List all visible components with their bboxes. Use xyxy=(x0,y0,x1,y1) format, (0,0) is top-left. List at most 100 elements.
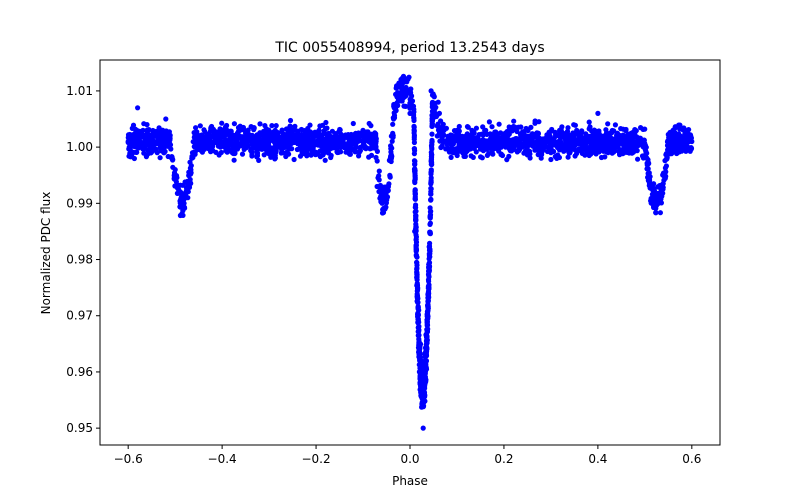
data-point xyxy=(332,140,338,146)
data-point xyxy=(353,132,359,138)
data-point xyxy=(212,135,218,141)
data-point xyxy=(663,152,669,158)
data-point xyxy=(578,145,584,152)
data-point xyxy=(654,195,660,201)
data-point xyxy=(605,121,611,127)
data-point xyxy=(374,148,380,154)
data-point xyxy=(428,159,434,165)
data-point xyxy=(428,208,434,214)
data-point xyxy=(414,259,420,265)
data-point xyxy=(642,126,648,132)
data-point xyxy=(155,139,161,145)
data-point xyxy=(422,370,428,376)
data-point xyxy=(308,130,314,136)
data-point xyxy=(341,135,347,141)
x-tick-label: 0.6 xyxy=(682,452,701,466)
data-point xyxy=(416,323,422,329)
data-point xyxy=(453,133,459,139)
data-point xyxy=(518,124,524,130)
data-point xyxy=(231,157,237,163)
data-point xyxy=(446,148,452,154)
data-point xyxy=(439,135,445,141)
data-point xyxy=(240,141,246,147)
data-point xyxy=(661,172,667,178)
data-point xyxy=(361,142,367,148)
data-point xyxy=(177,189,183,195)
data-point xyxy=(378,186,384,192)
data-point xyxy=(520,144,526,150)
data-point xyxy=(283,143,289,149)
data-point xyxy=(488,132,494,138)
data-point xyxy=(674,147,680,153)
data-point xyxy=(657,210,664,216)
data-point xyxy=(211,140,217,146)
data-point xyxy=(240,137,246,143)
data-point xyxy=(479,155,485,161)
data-point xyxy=(632,127,639,133)
data-point xyxy=(424,309,430,315)
data-point xyxy=(658,190,665,196)
data-point xyxy=(567,150,573,156)
y-tick-label: 0.98 xyxy=(66,253,93,267)
data-point xyxy=(419,389,426,395)
data-point xyxy=(653,210,659,216)
data-point xyxy=(389,138,395,144)
data-point xyxy=(130,122,137,128)
data-point xyxy=(473,149,479,155)
data-point xyxy=(322,157,328,163)
data-point xyxy=(163,116,169,122)
data-point xyxy=(684,144,691,150)
data-point xyxy=(272,127,278,133)
data-point xyxy=(643,148,649,154)
data-point xyxy=(268,154,274,160)
data-point xyxy=(305,125,311,132)
data-point xyxy=(529,140,536,146)
data-point xyxy=(506,124,512,130)
data-point xyxy=(440,139,446,145)
data-point xyxy=(548,150,554,156)
data-point xyxy=(436,110,442,116)
data-point xyxy=(141,140,147,146)
data-point xyxy=(412,204,418,210)
data-point xyxy=(532,118,538,124)
data-point xyxy=(360,127,366,133)
data-point xyxy=(249,149,255,156)
data-point xyxy=(429,131,435,137)
data-point xyxy=(583,137,590,143)
data-point xyxy=(425,285,431,291)
data-point xyxy=(582,141,588,147)
y-axis-label: Normalized PDC flux xyxy=(39,192,53,315)
data-point xyxy=(612,122,619,128)
data-point xyxy=(186,183,192,190)
data-point xyxy=(376,168,382,174)
data-point xyxy=(266,127,272,133)
data-point xyxy=(317,123,323,129)
data-point xyxy=(682,131,688,137)
data-point xyxy=(412,162,418,168)
data-point xyxy=(506,153,512,159)
data-point xyxy=(251,144,257,150)
data-point xyxy=(496,148,502,154)
data-point xyxy=(638,125,644,131)
data-point xyxy=(270,131,276,137)
data-point xyxy=(427,240,433,246)
data-point xyxy=(208,126,214,132)
data-point xyxy=(427,213,433,219)
data-point xyxy=(669,135,675,141)
data-point xyxy=(219,120,225,126)
data-point xyxy=(411,115,417,121)
data-point xyxy=(404,79,410,85)
data-point xyxy=(387,174,393,180)
data-point xyxy=(586,119,592,125)
data-point xyxy=(145,151,151,157)
data-point xyxy=(383,200,389,206)
y-tick-label: 0.97 xyxy=(66,309,93,323)
data-point xyxy=(322,139,328,146)
data-point xyxy=(194,137,200,143)
data-point xyxy=(411,132,417,138)
data-point xyxy=(425,271,432,277)
data-point xyxy=(425,326,431,332)
data-point xyxy=(368,145,374,151)
data-point xyxy=(174,175,180,181)
data-point xyxy=(140,146,146,152)
